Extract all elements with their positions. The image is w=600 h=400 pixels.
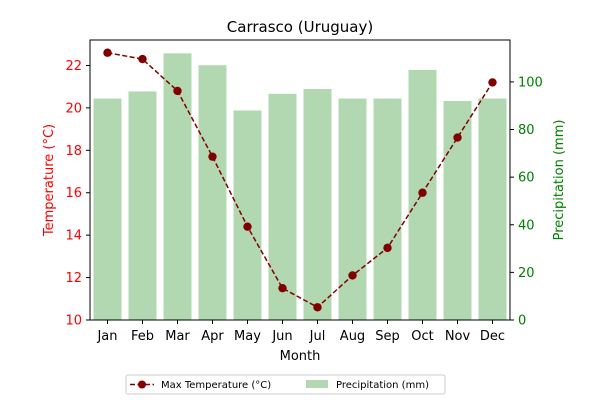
temperature-point-aug [348,271,357,280]
precip-bar-jul [303,89,332,320]
precip-bar-aug [338,98,367,320]
temperature-point-jul [313,303,322,312]
y-right-tick-label: 60 [518,171,535,186]
x-tick-label-aug: Aug [340,329,365,344]
x-tick-label-oct: Oct [411,329,433,344]
legend-label-precipitation: Precipitation (mm) [336,380,429,391]
x-tick-label-may: May [234,329,261,344]
x-tick-label-jul: Jul [309,329,326,344]
plot-area: Jan Feb Mar Apr May Jun Jul Aug Sep Oct Nov Dec 10 12… [65,39,543,344]
chart-title: Carrasco (Uruguay) [227,18,373,36]
y-right-tick-label: 80 [518,123,535,138]
y-left-tick-label: 14 [65,229,82,244]
precip-bar-dec [478,98,507,320]
temperature-point-nov [453,133,462,142]
precip-bar-jan [93,98,122,320]
precip-bar-may [233,110,262,320]
temperature-point-apr [208,152,217,161]
y-right-tick-label: 0 [518,314,526,329]
x-tick-label-jan: Jan [96,329,117,344]
x-axis-label: Month [280,349,321,364]
precip-bar-mar [163,53,192,320]
y-axis-right-label: Precipitation (mm) [552,120,567,241]
y-axis-left-label: Temperature (°C) [42,124,57,237]
y-right-tick-label: 100 [518,75,543,90]
y-left-tick-label: 16 [65,186,82,201]
y-left-tick-label: 20 [65,101,82,116]
plot-frame [89,39,511,321]
temperature-point-sep [383,243,392,253]
y-left-tick-label: 22 [65,59,82,74]
legend-marker-swatch [138,380,146,389]
y-left-tick-label: 18 [65,144,82,159]
precip-bar-sep [373,98,402,320]
x-tick-label-nov: Nov [445,329,471,344]
precip-bar-feb [128,91,157,320]
x-tick-label-dec: Dec [480,329,505,344]
precip-bar-jun [268,93,297,320]
temperature-point-dec [488,78,497,87]
y-left-tick-label: 10 [65,314,82,329]
temperature-point-oct [418,188,427,197]
temperature-line [107,51,494,309]
legend-label-temperature: Max Temperature (°C) [161,380,271,391]
y-left-tick-label: 12 [65,271,82,286]
precip-bar-apr [198,65,227,320]
temperature-point-feb [138,54,147,64]
temperature-point-may [243,222,252,231]
legend-frame [125,374,446,395]
temperature-point-mar [173,86,182,96]
x-tick-label-mar: Mar [165,329,190,344]
temperature-point-jan [103,48,112,57]
x-tick-label-sep: Sep [375,329,400,344]
y-right-tick-label: 40 [518,218,535,233]
x-tick-label-apr: Apr [201,329,224,344]
legend-bar-swatch [306,380,328,388]
x-tick-label-feb: Feb [131,329,154,344]
legend: Max Temperature (°C) Precipitation (mm) [125,374,446,395]
temperature-point-jun [278,283,287,293]
x-tick-label-jun: Jun [271,329,292,344]
y-right-tick-label: 20 [518,266,535,281]
